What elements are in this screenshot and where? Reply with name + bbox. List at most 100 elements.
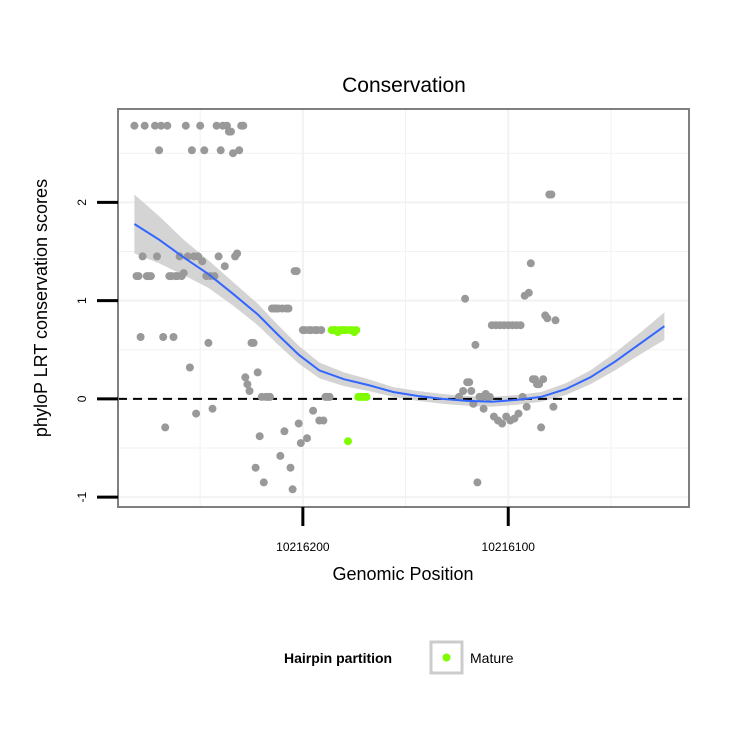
point-other-139 bbox=[547, 190, 556, 199]
legend-label-mature: Mature bbox=[470, 650, 514, 666]
point-mature-8 bbox=[344, 437, 352, 446]
point-other-59 bbox=[253, 368, 262, 377]
point-other-18 bbox=[169, 333, 178, 341]
point-other-27 bbox=[187, 146, 196, 155]
point-other-33 bbox=[200, 146, 209, 155]
point-other-96 bbox=[459, 387, 468, 395]
x-tick-label-1: 10216100 bbox=[482, 540, 536, 554]
point-other-0 bbox=[130, 121, 139, 130]
point-other-72 bbox=[280, 427, 289, 436]
point-other-3 bbox=[136, 333, 145, 341]
point-other-39 bbox=[212, 121, 221, 130]
point-other-60 bbox=[255, 432, 264, 441]
point-other-140 bbox=[549, 402, 558, 411]
point-other-47 bbox=[229, 149, 237, 158]
point-other-137 bbox=[543, 314, 552, 323]
plot-panel-background bbox=[118, 109, 689, 507]
point-other-5 bbox=[140, 121, 149, 130]
x-axis-title: Genomic Position bbox=[332, 564, 473, 584]
y-tick-label-1: 0 bbox=[75, 395, 89, 402]
point-other-141 bbox=[551, 316, 560, 325]
point-other-124 bbox=[516, 321, 525, 330]
point-mature-12 bbox=[352, 326, 361, 335]
point-other-12 bbox=[157, 121, 166, 130]
point-other-8 bbox=[146, 272, 155, 281]
point-other-100 bbox=[467, 387, 476, 395]
point-other-52 bbox=[239, 121, 248, 130]
point-other-135 bbox=[539, 375, 548, 384]
point-other-41 bbox=[216, 146, 225, 155]
x-axis: 10216200 10216100 bbox=[276, 507, 535, 554]
point-other-40 bbox=[214, 252, 223, 261]
point-other-31 bbox=[196, 121, 205, 130]
point-other-55 bbox=[245, 387, 254, 395]
data-points bbox=[130, 121, 560, 494]
point-other-35 bbox=[204, 338, 213, 347]
point-other-57 bbox=[249, 338, 258, 347]
point-other-4 bbox=[138, 252, 147, 261]
point-other-74 bbox=[284, 304, 293, 313]
y-axis-title: phyloP LRT conservation scores bbox=[31, 179, 51, 437]
legend: Hairpin partition Mature bbox=[284, 640, 514, 675]
point-other-62 bbox=[259, 478, 268, 487]
point-other-78 bbox=[292, 267, 301, 276]
point-other-26 bbox=[185, 363, 194, 372]
y-axis: -1 0 1 2 bbox=[75, 199, 118, 503]
point-other-80 bbox=[296, 439, 305, 448]
chart-title: Conservation bbox=[342, 74, 466, 97]
point-other-49 bbox=[233, 249, 242, 258]
point-other-128 bbox=[524, 288, 533, 297]
point-other-94 bbox=[325, 392, 334, 401]
y-tick-label-2: 1 bbox=[75, 297, 89, 304]
point-other-43 bbox=[220, 262, 229, 271]
point-other-123 bbox=[514, 409, 523, 418]
point-other-83 bbox=[303, 434, 311, 443]
point-other-76 bbox=[288, 485, 297, 494]
x-tick-label-0: 10216200 bbox=[276, 540, 330, 554]
smooth-curve bbox=[133, 223, 665, 403]
point-other-134 bbox=[537, 423, 546, 432]
point-other-102 bbox=[471, 340, 480, 349]
point-other-53 bbox=[241, 373, 250, 382]
point-other-32 bbox=[198, 257, 207, 266]
point-other-21 bbox=[175, 252, 184, 261]
legend-title: Hairpin partition bbox=[284, 650, 392, 666]
point-other-115 bbox=[498, 419, 507, 428]
point-other-129 bbox=[526, 259, 535, 268]
point-other-97 bbox=[461, 294, 470, 303]
point-other-10 bbox=[153, 252, 161, 261]
point-other-79 bbox=[294, 419, 303, 428]
point-other-127 bbox=[522, 402, 531, 411]
point-other-29 bbox=[192, 409, 201, 418]
y-tick-label-0: -1 bbox=[75, 492, 89, 503]
y-tick-label-3: 2 bbox=[75, 199, 89, 206]
point-other-58 bbox=[251, 463, 260, 472]
smooth-curve-group bbox=[133, 223, 665, 403]
point-other-50 bbox=[235, 146, 244, 155]
point-other-91 bbox=[319, 416, 328, 425]
point-other-65 bbox=[266, 392, 274, 401]
point-other-15 bbox=[163, 121, 172, 130]
point-other-90 bbox=[317, 326, 326, 335]
point-other-106 bbox=[479, 404, 488, 413]
point-other-11 bbox=[155, 146, 164, 155]
point-other-103 bbox=[473, 478, 482, 487]
point-other-54 bbox=[243, 380, 252, 389]
point-other-109 bbox=[485, 392, 494, 401]
point-other-99 bbox=[465, 378, 474, 387]
point-other-2 bbox=[134, 272, 143, 281]
point-other-75 bbox=[286, 463, 295, 472]
point-other-37 bbox=[208, 404, 217, 413]
point-other-24 bbox=[181, 121, 190, 130]
point-other-23 bbox=[179, 269, 188, 278]
legend-key-mature-dot bbox=[442, 653, 451, 662]
point-other-46 bbox=[227, 127, 235, 136]
plot-panel-border bbox=[117, 108, 690, 508]
point-mature-17 bbox=[362, 392, 371, 401]
point-other-13 bbox=[159, 333, 168, 341]
point-other-86 bbox=[309, 406, 318, 415]
point-other-95 bbox=[455, 392, 463, 401]
point-other-14 bbox=[161, 423, 170, 432]
point-other-70 bbox=[276, 451, 285, 460]
